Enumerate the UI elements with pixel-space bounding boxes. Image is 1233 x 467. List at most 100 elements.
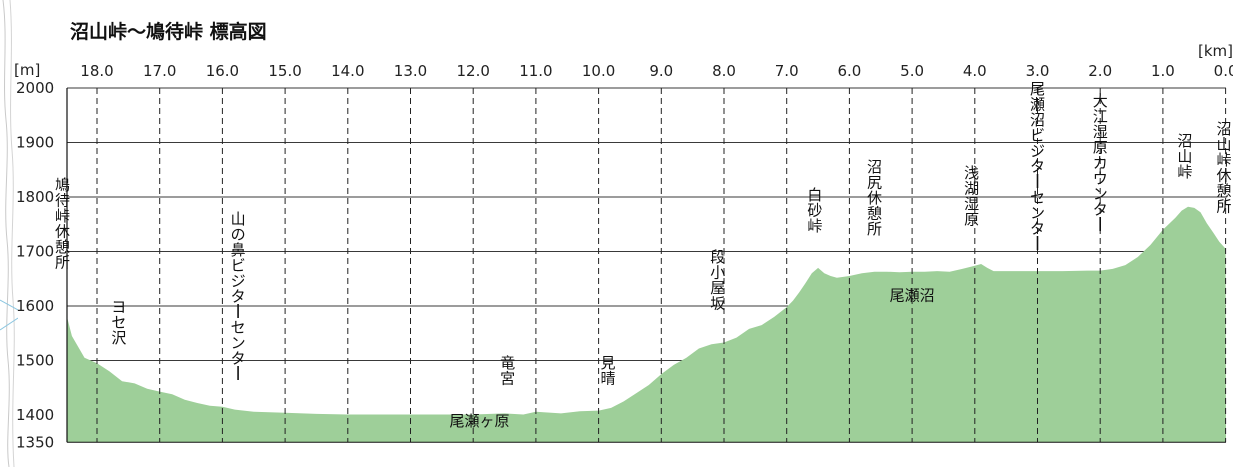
x-tick-label: 6.0	[837, 62, 861, 80]
y-tick-label: 1500	[16, 352, 54, 370]
label-char: 浅	[964, 164, 979, 182]
area-label: 尾瀬沼	[890, 287, 935, 305]
place-label: 見晴見晴	[600, 354, 615, 388]
label-char: ウ	[1093, 170, 1108, 188]
label-char: ジ	[231, 272, 246, 290]
label-char: 湖	[964, 180, 979, 198]
label-char: 憩	[867, 205, 882, 223]
y-tick-label: 1800	[16, 188, 54, 206]
label-char: 鼻	[231, 241, 246, 259]
label-char: 原	[964, 211, 979, 229]
label-char: の	[231, 226, 246, 244]
label-char: ビ	[1030, 127, 1045, 145]
label-char: タ	[231, 350, 246, 368]
vertical-dashed-gridlines	[96, 88, 1227, 443]
label-char: カ	[1093, 154, 1108, 172]
label-char: 瀬	[1030, 96, 1045, 114]
label-char: セ	[111, 314, 126, 332]
label-char: 白	[807, 186, 822, 204]
place-label: 尾瀬沼ビジタセンタ尾瀬沼ビジターセンター	[1030, 80, 1045, 250]
label-char: 峠	[807, 217, 822, 235]
place-labels: 鳩待峠休憩所鳩待峠休憩所ヨセ沢ヨセ沢山の鼻ビジタセンタ山の鼻ビジターセンター 竜宮…	[55, 80, 1232, 388]
place-label: 浅湖湿原浅湖湿原	[964, 164, 979, 229]
label-char: タ	[1030, 220, 1045, 238]
place-label: 白砂峠白砂峠	[807, 186, 822, 235]
place-label: 竜宮竜宮	[500, 354, 515, 388]
label-char: タ	[1093, 201, 1108, 219]
label-char: ジ	[1030, 142, 1045, 160]
label-char: 沼	[1030, 111, 1045, 129]
label-char: 所	[867, 220, 882, 238]
x-tick-label: 18.0	[80, 62, 113, 80]
label-char: ン	[1093, 185, 1108, 203]
x-tick-label: 4.0	[963, 62, 987, 80]
place-label: 山の鼻ビジタセンタ山の鼻ビジターセンター	[231, 210, 246, 380]
label-char: 尾	[1030, 80, 1045, 98]
label-char: タ	[1030, 158, 1045, 176]
label-char: 休	[867, 189, 882, 207]
label-char: 沢	[111, 329, 126, 347]
place-label: 鳩待峠休憩所鳩待峠休憩所	[55, 176, 70, 272]
map-edge-decoration	[0, 0, 18, 467]
label-char: 山	[1216, 136, 1231, 154]
place-label: ヨセ沢ヨセ沢	[111, 298, 126, 347]
x-tick-label: 11.0	[519, 62, 552, 80]
label-char: ヨ	[111, 298, 126, 316]
x-tick-label: 0.0	[1214, 62, 1233, 80]
x-tick-label: 14.0	[331, 62, 364, 80]
label-char: セ	[1030, 189, 1045, 207]
label-char: 沼	[867, 158, 882, 176]
x-tick-label: 8.0	[712, 62, 736, 80]
label-char: 休	[1216, 167, 1231, 185]
label-char: 山	[1177, 148, 1192, 166]
place-label: 沼尻休憩所沼尻休憩所	[867, 158, 882, 238]
label-char: 湿	[964, 195, 979, 213]
label-char: 憩	[1216, 182, 1231, 200]
label-char: 坂	[710, 295, 725, 313]
x-tick-label: 13.0	[394, 62, 427, 80]
area-label: 尾瀬ヶ原	[449, 412, 509, 430]
x-tick-label: 17.0	[143, 62, 176, 80]
label-char: ン	[1030, 204, 1045, 222]
label-char: 竜	[500, 354, 515, 372]
label-char: 鳩	[55, 176, 70, 194]
label-char: 小	[710, 264, 725, 282]
x-tick-label: 2.0	[1088, 62, 1112, 80]
label-char: セ	[231, 319, 246, 337]
label-char: 湿	[1093, 123, 1108, 141]
x-tick-label: 3.0	[1026, 62, 1050, 80]
label-char: ビ	[231, 257, 246, 275]
label-char: 休	[55, 223, 70, 241]
label-char: ン	[231, 334, 246, 352]
x-tick-label: 5.0	[900, 62, 924, 80]
x-tick-label: 12.0	[456, 62, 489, 80]
x-axis-unit: [km]	[1197, 42, 1233, 60]
label-char: 所	[55, 254, 70, 272]
label-char: 見	[600, 354, 615, 372]
y-tick-label: 1600	[16, 297, 54, 315]
label-char: 所	[1216, 198, 1231, 216]
chart-title: 沼山峠～鳩待峠 標高図	[70, 21, 267, 43]
place-label: 段小屋坂段小屋坂	[710, 248, 725, 313]
x-tick-label: 15.0	[268, 62, 301, 80]
x-tick-labels: 18.0 17.0 16.0 15.0 14.0 13.0 12.0 11.0 10.0 9.0 8…	[80, 62, 1233, 80]
label-char: 原	[1093, 139, 1108, 157]
label-char: 晴	[600, 370, 615, 388]
y-axis-unit: [m]	[14, 61, 41, 79]
label-char: 憩	[55, 238, 70, 256]
elevation-area	[67, 206, 1226, 443]
label-char: 大	[1093, 92, 1108, 110]
place-label: 沼山峠休憩所沼山峠休憩所	[1216, 120, 1231, 216]
label-char: 沼	[1177, 132, 1192, 150]
label-char: 宮	[500, 370, 515, 388]
x-tick-label: 10.0	[582, 62, 615, 80]
label-char: 尻	[867, 174, 882, 192]
axis-frame	[66, 88, 1226, 443]
y-tick-label: 1400	[16, 406, 54, 424]
y-tick-labels: 2000 1900 1800 1700 1600 1500 1400 1350	[16, 79, 54, 451]
label-char: 峠	[1216, 151, 1231, 169]
label-char: タ	[231, 288, 246, 306]
y-tick-label: 1900	[16, 134, 54, 152]
x-tick-label: 9.0	[649, 62, 673, 80]
